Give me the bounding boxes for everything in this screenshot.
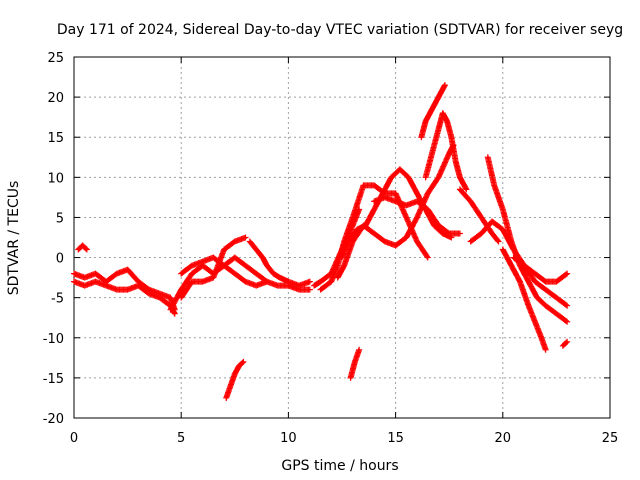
series-marks — [371, 194, 463, 237]
y-tick-label: -5 — [51, 292, 64, 307]
x-tick-label: 20 — [495, 431, 512, 446]
series-marks — [334, 142, 457, 281]
series-marks — [499, 246, 549, 353]
data-points — [71, 82, 571, 401]
series-track-10 — [317, 182, 431, 293]
series-track-1 — [71, 266, 178, 313]
y-tick-label: 10 — [47, 171, 64, 186]
series-marks — [223, 358, 247, 401]
series-marks — [317, 182, 431, 293]
series-track-7 — [246, 238, 313, 289]
y-tick-label: 0 — [56, 252, 64, 267]
series-marks — [71, 278, 178, 317]
x-tick-label: 0 — [70, 431, 78, 446]
axis-ticks: 0 5 10 15 20 25 -20 -15 -10 -5 0 5 10 15 20 25 — [43, 51, 619, 446]
series-track-16 — [422, 110, 470, 193]
series-track-14 — [371, 194, 463, 237]
y-tick-label: 5 — [56, 211, 64, 226]
y-tick-label: 15 — [47, 131, 64, 146]
x-axis-label: GPS time / hours — [281, 458, 398, 474]
series-marks — [178, 234, 249, 301]
series-track-13 — [347, 346, 363, 381]
x-tick-label: 15 — [387, 431, 404, 446]
grid-lines — [74, 57, 610, 418]
series-marks — [418, 82, 448, 141]
series-track-2 — [71, 278, 178, 317]
series-marks — [178, 254, 270, 289]
x-tick-label: 5 — [177, 431, 185, 446]
series-track-8 — [223, 358, 247, 401]
y-axis-label: SDTVAR / TECUs — [6, 181, 22, 296]
series-marks — [71, 266, 178, 313]
plot-frame — [73, 56, 611, 419]
x-tick-label: 25 — [602, 431, 619, 446]
series-track-20 — [499, 246, 549, 353]
x-tick-label: 10 — [280, 431, 297, 446]
y-tick-label: 25 — [47, 51, 64, 66]
series-marks — [559, 338, 571, 349]
series-track-11 — [334, 142, 457, 281]
series-track-22 — [559, 338, 571, 349]
y-tick-label: -20 — [43, 412, 64, 427]
y-tick-label: -10 — [43, 332, 64, 347]
series-track-6 — [178, 254, 270, 289]
series-marks — [347, 346, 363, 381]
series-marks — [510, 254, 571, 285]
series-track-5 — [178, 234, 249, 301]
series-track-15 — [418, 82, 448, 141]
chart-title: Day 171 of 2024, Sidereal Day-to-day VTE… — [57, 22, 623, 38]
series-marks — [75, 242, 90, 253]
series-marks — [422, 110, 470, 193]
series-marks — [246, 238, 313, 289]
y-tick-label: -15 — [43, 372, 64, 387]
y-tick-label: 20 — [47, 91, 64, 106]
series-track-21 — [510, 254, 571, 285]
series-track-3 — [75, 242, 90, 253]
